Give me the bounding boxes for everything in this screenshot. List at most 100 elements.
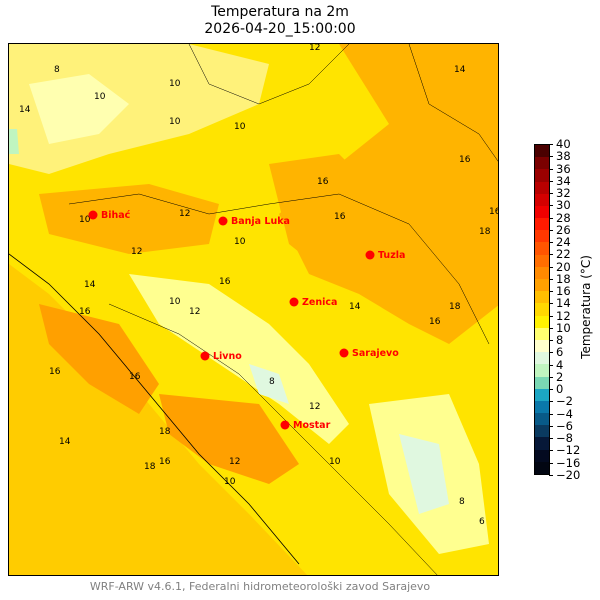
colorbar-tick: 20: [549, 261, 571, 273]
contour-label: 14: [84, 280, 96, 290]
colorbar-bin: [535, 413, 549, 426]
contour-label: 18: [479, 227, 491, 237]
contour-label: 18: [449, 302, 461, 312]
colorbar-bin: [535, 230, 549, 243]
city-marker: Bihać: [88, 210, 131, 221]
contour-label: 6: [479, 517, 485, 527]
colorbar-bin: [535, 339, 549, 353]
colorbar-bin: [535, 303, 549, 317]
colorbar-tick: 2: [548, 371, 563, 383]
city-dot: [280, 420, 290, 430]
colorbar-tick: 16: [549, 285, 571, 297]
colorbar-tick: −8: [549, 432, 573, 444]
city-dot: [339, 348, 349, 358]
colorbar-tick: 24: [549, 236, 571, 248]
contour-label: 16: [129, 372, 141, 382]
colorbar-bin: [535, 205, 549, 219]
colorbar-tick: 28: [549, 212, 571, 224]
colorbar-tick: 34: [549, 175, 571, 187]
colorbar-bin: [535, 400, 549, 414]
colorbar-tick: 36: [549, 163, 571, 175]
colorbar-tick: 26: [549, 224, 571, 236]
region-cold-edge: [9, 129, 19, 154]
colorbar-bin: [535, 437, 549, 451]
colorbar-bin: [535, 279, 549, 292]
city-label: Tuzla: [378, 250, 405, 261]
colorbar-tick: −20: [548, 469, 580, 481]
temperature-map: 1214810101010161616181412101614161210161…: [8, 43, 499, 576]
colorbar-tick: 40: [549, 138, 571, 150]
city-marker: Livno: [200, 351, 242, 362]
footer-credit: WRF-ARW v4.6.1, Federalni hidrometeorolo…: [89, 580, 431, 593]
colorbar-tick: −4: [549, 408, 573, 420]
contour-label: 16: [489, 207, 499, 217]
contour-label: 14: [454, 65, 466, 75]
contour-label: 16: [317, 177, 329, 187]
city-dot: [218, 216, 228, 226]
contour-label: 16: [219, 277, 231, 287]
colorbar-tick: 18: [549, 273, 571, 285]
colorbar-tick: 38: [549, 150, 571, 162]
colorbar-tick: 0: [548, 383, 563, 395]
colorbar-label: Temperatura (°C): [579, 255, 593, 359]
contour-label: 14: [349, 302, 361, 312]
region-cool-patch: [29, 74, 129, 144]
colorbar-bin: [535, 364, 549, 377]
colorbar-tick: 6: [548, 346, 563, 358]
colorbar-bin: [535, 193, 549, 207]
colorbar-tick: 30: [549, 199, 571, 211]
colorbar-bin: [535, 449, 549, 463]
contour-label: 10: [169, 297, 181, 307]
map-subtitle: 2026-04-20_15:00:00: [204, 21, 356, 37]
city-marker: Mostar: [280, 420, 331, 431]
colorbar-bin: [535, 181, 549, 195]
city-label: Mostar: [293, 420, 331, 431]
city-dot: [289, 297, 299, 307]
colorbar-tick: 14: [549, 297, 571, 309]
city-marker: Sarajevo: [339, 348, 399, 359]
colorbar-bin: [535, 461, 549, 475]
contour-label: 10: [79, 215, 91, 225]
region-coast-warm: [39, 304, 159, 414]
colorbar-tick: 32: [549, 187, 571, 199]
colorbar-tick: 10: [549, 322, 571, 334]
city-label: Banja Luka: [231, 216, 290, 227]
contour-label: 8: [54, 65, 60, 75]
contour-label: 12: [229, 457, 240, 467]
city-label: Sarajevo: [352, 348, 399, 359]
contour-label: 10: [224, 477, 236, 487]
colorbar-tick: 4: [548, 359, 563, 371]
colorbar-bin: [535, 388, 549, 402]
contour-label: 16: [429, 317, 441, 327]
colorbar-tick: −6: [549, 420, 573, 432]
contour-label: 16: [459, 155, 471, 165]
colorbar: [534, 144, 550, 475]
contour-label: 14: [19, 105, 31, 115]
colorbar-bin: [535, 157, 549, 170]
contour-label: 16: [49, 367, 61, 377]
contour-label: 12: [189, 307, 200, 317]
contour-label: 18: [144, 462, 156, 472]
contour-label: 8: [459, 497, 465, 507]
colorbar-bin: [535, 291, 549, 304]
colorbar-tick: −16: [548, 457, 580, 469]
contour-line: [188, 44, 350, 105]
city-marker: Zenica: [289, 297, 337, 308]
colorbar-bin: [535, 352, 549, 365]
contour-label: 16: [334, 212, 346, 222]
colorbar-tick: 22: [549, 248, 571, 260]
contour-line: [68, 193, 490, 345]
contour-label: 12: [309, 44, 320, 53]
city-label: Bihać: [101, 210, 131, 221]
contour-label: 12: [131, 247, 142, 257]
colorbar-bin: [535, 145, 549, 158]
colorbar-tick: −2: [549, 395, 573, 407]
coastline: [9, 253, 300, 565]
contour-label: 10: [329, 457, 341, 467]
region-east-cold: [399, 434, 449, 514]
city-marker: Tuzla: [365, 250, 405, 261]
city-dot: [88, 210, 98, 220]
contour-label: 10: [94, 92, 106, 102]
colorbar-bin: [535, 254, 549, 268]
temperature-field: 1214810101010161616181412101614161210161…: [9, 44, 499, 575]
